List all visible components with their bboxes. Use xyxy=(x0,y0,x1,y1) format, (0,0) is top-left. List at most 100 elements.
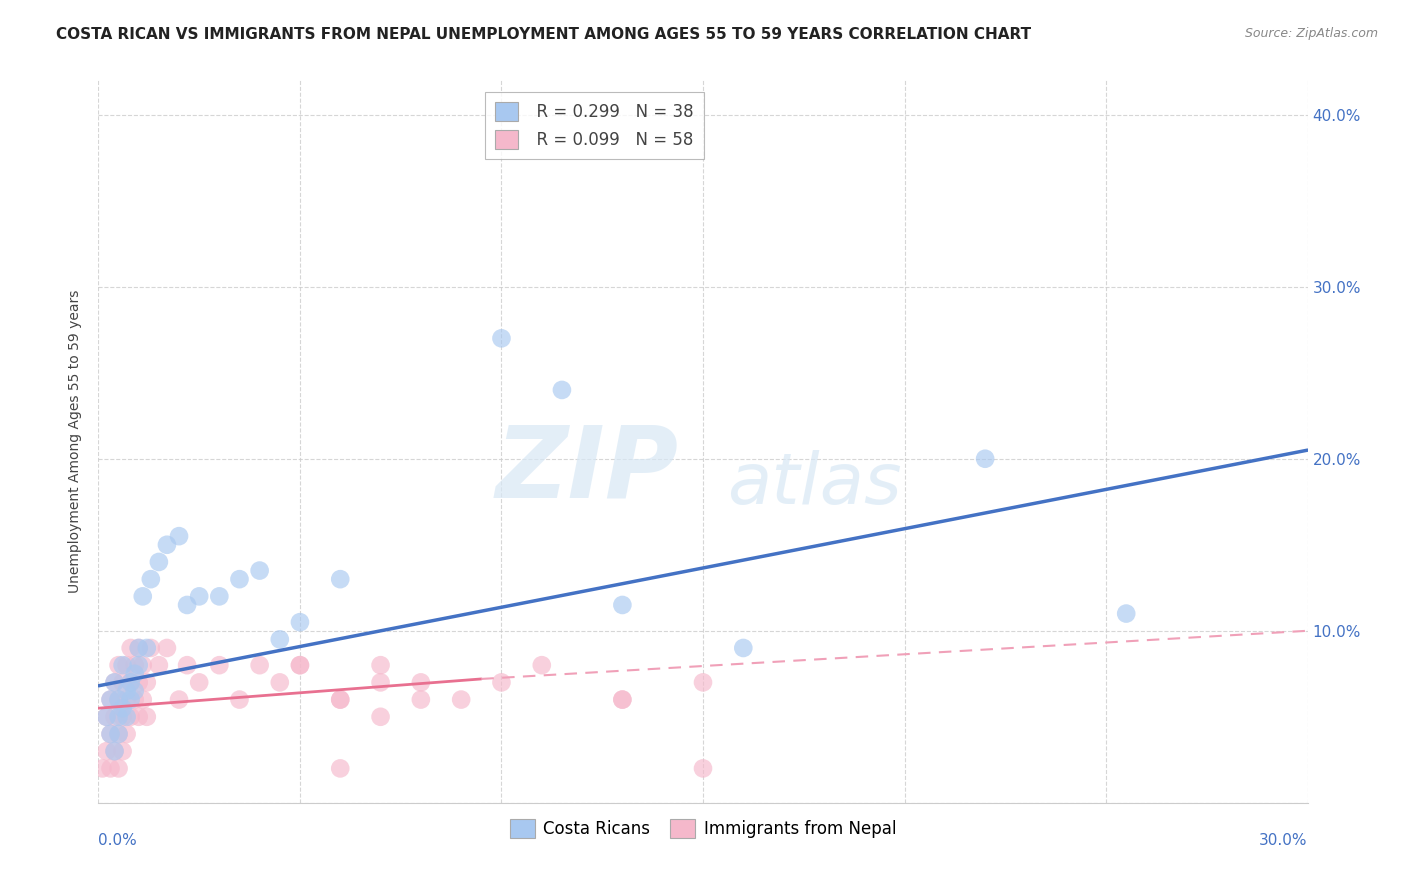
Point xyxy=(551,383,574,397)
Point xyxy=(370,675,392,690)
Point xyxy=(176,658,198,673)
Point xyxy=(107,727,129,741)
Point xyxy=(120,675,142,690)
Point xyxy=(491,331,513,345)
Point xyxy=(132,590,155,604)
Point xyxy=(107,710,129,724)
Point xyxy=(269,632,291,647)
Point xyxy=(228,572,250,586)
Point xyxy=(100,692,122,706)
Point xyxy=(450,692,472,706)
Point xyxy=(249,658,271,673)
Point xyxy=(115,658,138,673)
Text: ZIP: ZIP xyxy=(496,422,679,519)
Point xyxy=(128,675,150,690)
Point xyxy=(156,640,179,655)
Text: 0.0%: 0.0% xyxy=(98,833,138,848)
Point xyxy=(107,727,129,741)
Point xyxy=(115,684,138,698)
Point xyxy=(120,710,142,724)
Point xyxy=(124,692,146,706)
Point xyxy=(107,761,129,775)
Point xyxy=(156,538,179,552)
Point xyxy=(124,658,146,673)
Point xyxy=(188,675,211,690)
Point xyxy=(100,761,122,775)
Point xyxy=(167,692,190,706)
Point xyxy=(128,640,150,655)
Point xyxy=(148,658,170,673)
Point xyxy=(329,692,352,706)
Point xyxy=(103,710,125,724)
Point xyxy=(96,744,118,758)
Point xyxy=(329,572,352,586)
Point xyxy=(530,658,553,673)
Point xyxy=(135,710,157,724)
Point xyxy=(100,692,122,706)
Point xyxy=(329,692,352,706)
Point xyxy=(167,529,190,543)
Point xyxy=(329,761,352,775)
Point xyxy=(135,640,157,655)
Point xyxy=(120,640,142,655)
Point xyxy=(491,675,513,690)
Point xyxy=(124,684,146,698)
Point xyxy=(115,692,138,706)
Point xyxy=(409,692,432,706)
Point xyxy=(115,727,138,741)
Point xyxy=(132,692,155,706)
Point xyxy=(208,658,231,673)
Text: 30.0%: 30.0% xyxy=(1260,833,1308,848)
Point xyxy=(107,692,129,706)
Point xyxy=(612,598,634,612)
Point xyxy=(288,658,311,673)
Point xyxy=(128,640,150,655)
Point xyxy=(124,666,146,681)
Point xyxy=(120,692,142,706)
Point xyxy=(208,590,231,604)
Point xyxy=(107,692,129,706)
Point xyxy=(107,658,129,673)
Point xyxy=(103,675,125,690)
Point xyxy=(733,640,755,655)
Point xyxy=(115,710,138,724)
Point xyxy=(103,675,125,690)
Point xyxy=(111,710,134,724)
Text: COSTA RICAN VS IMMIGRANTS FROM NEPAL UNEMPLOYMENT AMONG AGES 55 TO 59 YEARS CORR: COSTA RICAN VS IMMIGRANTS FROM NEPAL UNE… xyxy=(56,27,1032,42)
Point xyxy=(103,744,125,758)
Legend: Costa Ricans, Immigrants from Nepal: Costa Ricans, Immigrants from Nepal xyxy=(503,813,903,845)
Point xyxy=(111,658,134,673)
Point xyxy=(1115,607,1137,621)
Point xyxy=(370,710,392,724)
Point xyxy=(188,590,211,604)
Text: atlas: atlas xyxy=(727,450,901,519)
Point xyxy=(974,451,997,466)
Point xyxy=(288,615,311,630)
Point xyxy=(692,761,714,775)
Point xyxy=(96,710,118,724)
Point xyxy=(148,555,170,569)
Point xyxy=(128,710,150,724)
Point xyxy=(288,658,311,673)
Point xyxy=(120,675,142,690)
Point xyxy=(139,640,162,655)
Point xyxy=(111,675,134,690)
Text: Source: ZipAtlas.com: Source: ZipAtlas.com xyxy=(1244,27,1378,40)
Point xyxy=(612,692,634,706)
Point xyxy=(96,710,118,724)
Point xyxy=(370,658,392,673)
Point xyxy=(692,675,714,690)
Point xyxy=(139,572,162,586)
Point xyxy=(269,675,291,690)
Point xyxy=(612,692,634,706)
Point xyxy=(176,598,198,612)
Point xyxy=(100,727,122,741)
Point xyxy=(128,658,150,673)
Point xyxy=(111,701,134,715)
Point xyxy=(249,564,271,578)
Point xyxy=(103,744,125,758)
Point xyxy=(228,692,250,706)
Point xyxy=(91,761,114,775)
Point xyxy=(409,675,432,690)
Point xyxy=(132,658,155,673)
